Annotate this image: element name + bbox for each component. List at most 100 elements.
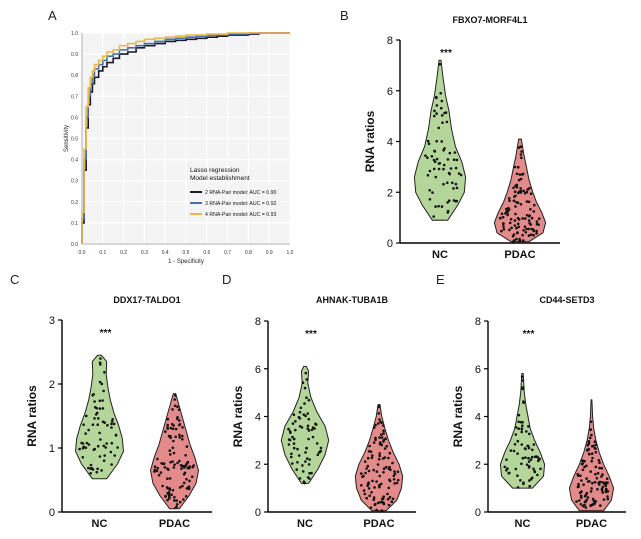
panel-d-data-point (292, 446, 296, 450)
panel-d-data-point (301, 381, 305, 385)
panel-c-data-point (89, 472, 92, 475)
panel-d-data-point (387, 456, 390, 460)
panel-c-data-point (157, 473, 161, 477)
panel-c-data-point (178, 433, 181, 437)
panel-e-data-point (524, 447, 527, 451)
panel-b-data-point (515, 237, 518, 241)
panel-b-data-point (525, 227, 528, 231)
panel-c-data-point (95, 470, 99, 474)
panel-e-data-point (600, 475, 603, 478)
panel-e-data-point (590, 487, 593, 490)
panel-c-data-point (180, 467, 183, 470)
panel-d-data-point (377, 412, 381, 415)
roc-y-axis-label: Sensitivity (64, 125, 70, 152)
panel-b-data-point (442, 149, 445, 152)
roc-curve-4-pair (81, 32, 290, 244)
panel-b-y-tick-label: 0 (387, 238, 393, 250)
panel-d-data-point (288, 430, 292, 433)
roc-curve-3-pair (81, 32, 290, 244)
panel-c-data-point (166, 467, 169, 471)
panel-d-data-point (317, 451, 321, 454)
panel-d-data-point (306, 424, 310, 428)
panel-e-data-point (516, 486, 520, 489)
panel-e-data-point (589, 420, 593, 424)
panel-d-data-point (387, 486, 391, 490)
panel-e-data-point (527, 460, 531, 463)
panel-d-data-point (303, 386, 307, 390)
panel-c-data-point (169, 435, 172, 438)
panel-d-data-point (382, 471, 385, 474)
panel-e-data-point (583, 503, 586, 507)
panel-e-data-point (583, 459, 586, 463)
panel-c-data-point (156, 466, 159, 470)
panel-d-data-point (372, 496, 376, 499)
panel-e-data-point (576, 474, 580, 477)
panel-c-data-point (182, 481, 186, 485)
panel-b-data-point (519, 187, 522, 190)
panel-c-data-point (176, 461, 179, 465)
panel-c-y-tick-label: 2 (49, 379, 55, 391)
panel-d-data-point (387, 503, 391, 507)
panel-b-data-point (514, 212, 517, 216)
panel-b-data-point (440, 205, 444, 208)
panel-c-data-point (89, 463, 93, 467)
panel-b-data-point (533, 203, 536, 207)
panel-b-y-axis-label: RNA ratios (363, 110, 377, 172)
panel-d-data-point (310, 428, 314, 432)
panel-b-data-point (517, 225, 520, 229)
panel-b-title: FBXO7-MORF4L1 (452, 15, 527, 25)
panel-d-data-point (367, 487, 371, 490)
panel-d-data-point (297, 454, 301, 457)
panel-b-data-point (518, 237, 521, 241)
panel-e-data-point (532, 443, 536, 446)
panel-e-data-point (596, 471, 600, 475)
panel-label-b: B (340, 8, 349, 23)
panel-b-data-point (452, 187, 455, 190)
panel-d-data-point (379, 501, 382, 504)
panel-b-data-point (452, 199, 456, 202)
panel-b-data-point (504, 212, 507, 215)
panel-c-data-point (168, 496, 171, 500)
panel-c-data-point (101, 407, 105, 410)
panel-c-data-point (166, 498, 169, 502)
panel-c-data-point (102, 459, 106, 463)
panel-b-data-point (517, 146, 521, 149)
panel-b-data-point (535, 229, 538, 233)
panel-e-data-point (598, 480, 602, 484)
panel-c-data-point (182, 498, 185, 501)
panel-e-data-point (593, 440, 597, 444)
panel-c-data-point (110, 441, 114, 445)
panel-c-data-point (103, 454, 106, 457)
panel-b-data-point (454, 182, 458, 186)
panel-e-data-point (580, 479, 583, 482)
panel-b-data-point (501, 215, 505, 219)
panel-d-data-point (372, 468, 376, 472)
panel-d-data-point (305, 378, 309, 381)
panel-c-data-point (178, 423, 181, 427)
panel-b-data-point (459, 173, 463, 177)
panel-c-data-point (103, 421, 106, 424)
panel-c-data-point (87, 443, 91, 446)
panel-d-data-point (380, 497, 384, 501)
panel-b-data-point (455, 158, 459, 162)
panel-b-data-point (527, 219, 531, 222)
panel-c-y-axis-label: RNA ratios (25, 385, 39, 447)
panel-c-data-point (116, 446, 119, 449)
panel-d-data-point (292, 442, 296, 445)
panel-e-data-point (536, 473, 539, 477)
panel-d-data-point (396, 470, 400, 474)
panel-b-category-label: NC (432, 249, 448, 261)
roc-legend-entry: 2 RNA-Pair model: AUC = 0.90 (205, 190, 276, 196)
panel-e-data-point (590, 433, 593, 437)
panel-c-data-point (112, 422, 116, 426)
panel-e-data-point (533, 469, 536, 473)
panel-d-data-point (388, 451, 392, 455)
roc-legend-entry: 3 RNA-Pair model: AUC = 0.92 (205, 201, 276, 207)
panel-c-data-point (171, 422, 174, 426)
panel-e-data-point (606, 495, 609, 498)
panel-d-data-point (378, 474, 382, 478)
panel-c-data-point (100, 382, 104, 386)
panel-d-data-point (379, 420, 382, 424)
panel-d-data-point (304, 460, 307, 463)
panel-b-data-point (527, 234, 531, 237)
